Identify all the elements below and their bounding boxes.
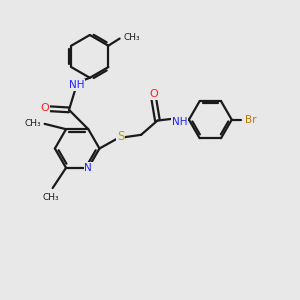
Text: S: S [117, 130, 124, 143]
Text: O: O [40, 103, 49, 113]
Text: CH₃: CH₃ [43, 193, 59, 202]
Text: Br: Br [245, 115, 256, 125]
Text: CH₃: CH₃ [24, 119, 41, 128]
Text: NH: NH [69, 80, 84, 90]
Text: CH₃: CH₃ [124, 33, 140, 42]
Text: O: O [149, 89, 158, 99]
Text: NH: NH [172, 117, 187, 128]
Text: N: N [85, 163, 92, 173]
